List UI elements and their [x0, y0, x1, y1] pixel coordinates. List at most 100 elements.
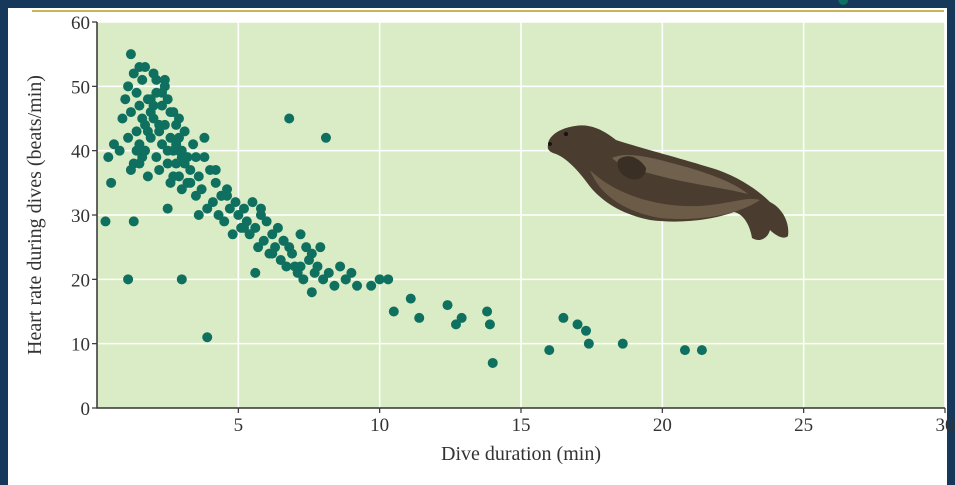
data-point	[213, 210, 224, 220]
data-point	[106, 177, 117, 188]
data-point	[329, 280, 340, 291]
y-axis-label: Heart rate during dives (beats/min)	[24, 75, 46, 355]
data-point	[117, 113, 128, 124]
x-tick-label: 25	[794, 415, 813, 436]
data-point	[134, 158, 145, 169]
data-point	[306, 287, 317, 298]
data-point	[405, 293, 416, 304]
x-tick-labels: 5 10 15 20 25 30	[234, 415, 955, 436]
data-point	[162, 94, 173, 105]
data-point	[219, 216, 230, 227]
data-point	[154, 119, 165, 130]
data-point	[131, 145, 142, 156]
data-point	[253, 242, 264, 253]
data-point	[261, 216, 272, 227]
data-point	[352, 280, 363, 291]
data-point	[131, 126, 142, 137]
data-point	[207, 197, 218, 208]
data-point	[247, 197, 258, 208]
x-tick-label: 20	[653, 415, 672, 436]
data-point	[165, 132, 176, 143]
data-point	[199, 152, 210, 163]
data-point	[162, 158, 173, 169]
data-point	[374, 274, 385, 285]
data-point	[148, 113, 159, 124]
data-point	[323, 267, 334, 278]
data-point	[838, 0, 849, 5]
data-point	[168, 171, 179, 182]
data-point	[190, 152, 201, 163]
data-point	[315, 242, 326, 253]
y-tick-label: 30	[71, 206, 90, 227]
data-point	[151, 74, 162, 85]
header-rule	[32, 10, 944, 12]
data-point	[583, 338, 594, 349]
data-point	[142, 171, 153, 182]
data-point	[193, 210, 204, 220]
y-tick-label: 10	[71, 335, 90, 356]
data-point	[255, 203, 266, 214]
seal-illustration	[547, 125, 789, 241]
data-point	[151, 152, 162, 163]
data-point	[165, 107, 176, 118]
axes	[92, 21, 946, 413]
data-point	[278, 235, 289, 246]
data-point	[128, 68, 139, 79]
data-point	[230, 197, 241, 208]
data-point	[617, 338, 628, 349]
data-point	[157, 139, 168, 150]
data-point	[482, 306, 493, 317]
data-point	[414, 312, 425, 323]
frame-top-border	[0, 0, 955, 8]
data-point	[202, 203, 213, 214]
data-point	[145, 94, 156, 105]
data-point	[185, 164, 196, 175]
data-point	[125, 164, 136, 175]
data-point	[696, 345, 707, 356]
data-point	[134, 100, 145, 111]
data-point	[340, 274, 351, 285]
data-point	[123, 132, 134, 143]
y-tick-labels: 0 10 20 30 40 50 60	[71, 13, 90, 420]
data-point	[442, 300, 453, 311]
data-point	[250, 267, 261, 278]
data-point	[210, 164, 221, 175]
y-tick-label: 50	[71, 77, 90, 98]
data-point	[157, 87, 168, 98]
data-point	[335, 261, 346, 272]
data-point	[238, 203, 249, 214]
x-axis-label: Dive duration (min)	[441, 443, 601, 465]
data-point	[216, 190, 227, 201]
data-point	[267, 229, 278, 240]
data-point	[233, 210, 244, 220]
data-point	[267, 248, 278, 259]
data-point	[142, 126, 153, 137]
data-point	[157, 100, 168, 111]
data-point	[346, 267, 357, 278]
data-point	[238, 222, 249, 233]
data-point	[162, 203, 173, 214]
y-tick-label: 40	[71, 142, 90, 163]
data-point	[114, 145, 125, 156]
data-point	[154, 164, 165, 175]
data-point	[173, 113, 184, 124]
data-point	[284, 113, 295, 124]
data-point	[572, 319, 583, 330]
data-point	[193, 171, 204, 182]
data-point	[173, 145, 184, 156]
data-point	[487, 357, 498, 368]
data-point	[179, 126, 190, 137]
data-point	[275, 255, 286, 266]
data-point	[176, 184, 187, 195]
data-point	[137, 113, 148, 124]
data-point	[258, 235, 269, 246]
data-point	[162, 145, 173, 156]
data-point	[185, 177, 196, 188]
data-point	[295, 229, 306, 240]
y-tick-label: 60	[71, 13, 90, 34]
data-point	[199, 132, 210, 143]
data-point	[128, 216, 139, 227]
data-point	[188, 139, 199, 150]
data-point	[298, 274, 309, 285]
